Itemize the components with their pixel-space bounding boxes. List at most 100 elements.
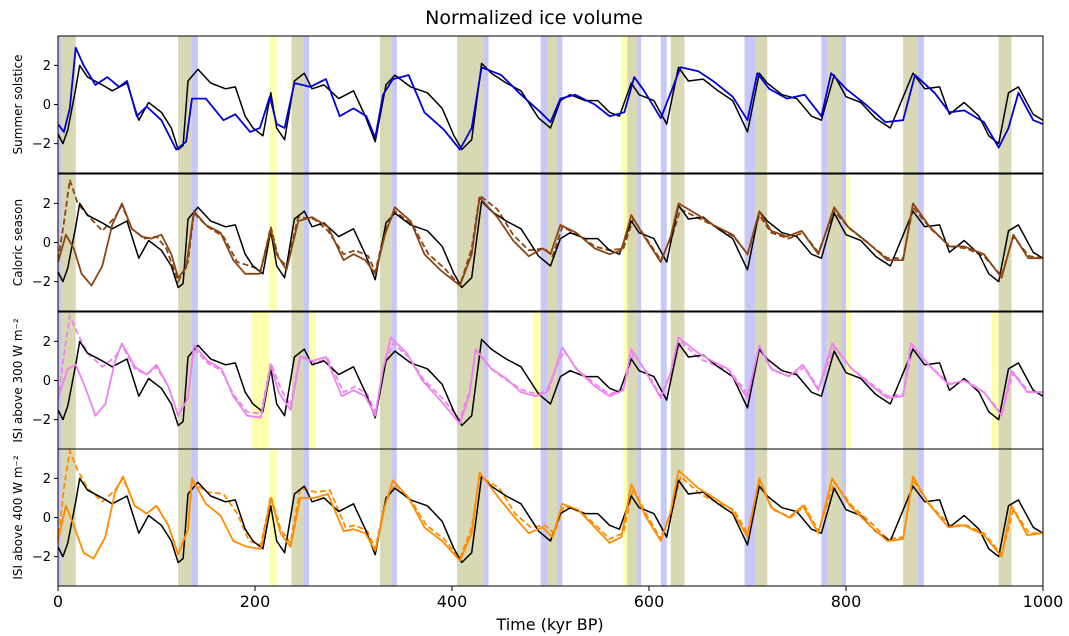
shade-blue-band — [637, 174, 642, 311]
shade-blue-band — [483, 449, 489, 586]
shade-blue-band — [841, 174, 846, 311]
panel-1-lines — [58, 46, 1043, 151]
shade-olive-band — [547, 449, 558, 586]
panel-2-lines — [58, 179, 1043, 289]
shade-blue-band — [917, 36, 924, 173]
series-observed-line — [58, 338, 1043, 427]
shade-olive-band — [547, 36, 558, 173]
panel-1: −2 0 2 Summer solstice — [11, 35, 1044, 174]
shade-olive-band — [178, 174, 192, 311]
shade-blue-band — [917, 449, 924, 586]
panel-3-lines — [58, 312, 1043, 427]
shade-blue-band — [557, 36, 563, 173]
shade-olive-band — [755, 174, 768, 311]
y-tick-label: −2 — [32, 550, 51, 565]
shade-olive-band — [61, 36, 76, 173]
shade-yellow-band — [532, 312, 542, 449]
x-tick-label: 0 — [53, 592, 63, 611]
chart-title: Normalized ice volume — [425, 7, 643, 29]
shade-blue-band — [660, 449, 667, 586]
shade-blue-band — [540, 36, 548, 173]
panel-4-lines — [58, 449, 1043, 564]
x-tick-label: 1000 — [1023, 592, 1064, 611]
shade-blue-band — [637, 36, 642, 173]
shade-blue-band — [58, 449, 62, 586]
panel-3: −2 0 2 ISI above 300 W m⁻² — [11, 311, 1044, 450]
shade-blue-band — [303, 312, 310, 449]
shade-blue-band — [391, 36, 397, 173]
series-observed-line — [58, 62, 1043, 151]
y-axis-label: Caloric season — [11, 199, 25, 286]
panel-3-shading — [58, 312, 1012, 449]
shade-blue-band — [660, 174, 667, 311]
shade-blue-band — [637, 449, 642, 586]
shade-olive-band — [547, 174, 558, 311]
y-tick-label: 2 — [43, 472, 51, 487]
shade-yellow-band — [846, 174, 849, 311]
shade-blue-band — [540, 174, 548, 311]
shade-blue-band — [660, 36, 667, 173]
shade-olive-band — [755, 36, 768, 173]
shade-blue-band — [483, 312, 489, 449]
y-tick-label: −2 — [32, 137, 51, 152]
shade-blue-band — [557, 174, 563, 311]
shade-olive-band — [670, 449, 685, 586]
shade-blue-band — [191, 449, 198, 586]
shade-blue-band — [841, 36, 846, 173]
shade-olive-band — [755, 312, 768, 449]
shade-olive-band — [380, 36, 392, 173]
panel-2: −2 0 2 Caloric season — [11, 173, 1044, 312]
shade-olive-band — [827, 312, 842, 449]
shade-blue-band — [391, 312, 397, 449]
shade-olive-band — [456, 312, 484, 449]
shade-yellow-band — [846, 312, 852, 449]
y-tick-label: −2 — [32, 275, 51, 290]
y-tick-label: 0 — [43, 98, 51, 113]
shade-olive-band — [627, 174, 638, 311]
x-axis-label: Time (kyr BP) — [495, 615, 603, 634]
shade-blue-band — [303, 36, 310, 173]
shade-olive-band — [456, 174, 484, 311]
shade-olive-band — [827, 36, 842, 173]
panel-4-shading — [58, 449, 1012, 586]
shade-olive-band — [998, 36, 1012, 173]
shade-olive-band — [755, 449, 768, 586]
shade-olive-band — [827, 174, 842, 311]
shade-olive-band — [380, 449, 392, 586]
y-tick-label: 2 — [43, 197, 51, 212]
shade-olive-band — [670, 174, 685, 311]
shade-olive-band — [670, 36, 685, 173]
shade-olive-band — [827, 449, 842, 586]
shade-blue-band — [821, 174, 828, 311]
y-axis-label: ISI above 300 W m⁻² — [11, 318, 25, 443]
shade-olive-band — [627, 36, 638, 173]
panels-group: −2 0 2 Summer solstice −2 0 2 Caloric season −2 0… — [11, 35, 1064, 611]
shade-yellow-band — [251, 312, 270, 449]
series-model-line — [58, 196, 1043, 287]
shade-blue-band — [841, 449, 846, 586]
panel-1-shading — [58, 36, 1012, 173]
shade-olive-band — [178, 312, 192, 449]
y-tick-label: 0 — [43, 374, 51, 389]
shade-blue-band — [483, 36, 489, 173]
y-tick-label: 0 — [43, 236, 51, 251]
shade-yellow-band — [623, 174, 628, 311]
shade-olive-band — [627, 312, 638, 449]
y-tick-label: 2 — [43, 335, 51, 350]
shade-olive-band — [380, 312, 392, 449]
shade-blue-band — [303, 449, 310, 586]
shade-olive-band — [998, 174, 1012, 311]
shade-blue-band — [391, 174, 397, 311]
shade-blue-band — [744, 449, 756, 586]
shade-olive-band — [627, 449, 638, 586]
shade-olive-band — [291, 174, 304, 311]
shade-olive-band — [291, 449, 304, 586]
series-model-line — [58, 469, 1043, 562]
x-tick-label: 200 — [240, 592, 271, 611]
shade-olive-band — [903, 449, 918, 586]
shade-blue-band — [540, 312, 548, 449]
shade-blue-band — [191, 36, 198, 173]
y-tick-label: −2 — [32, 413, 51, 428]
shade-olive-band — [178, 36, 192, 173]
shade-yellow-band — [991, 312, 999, 449]
